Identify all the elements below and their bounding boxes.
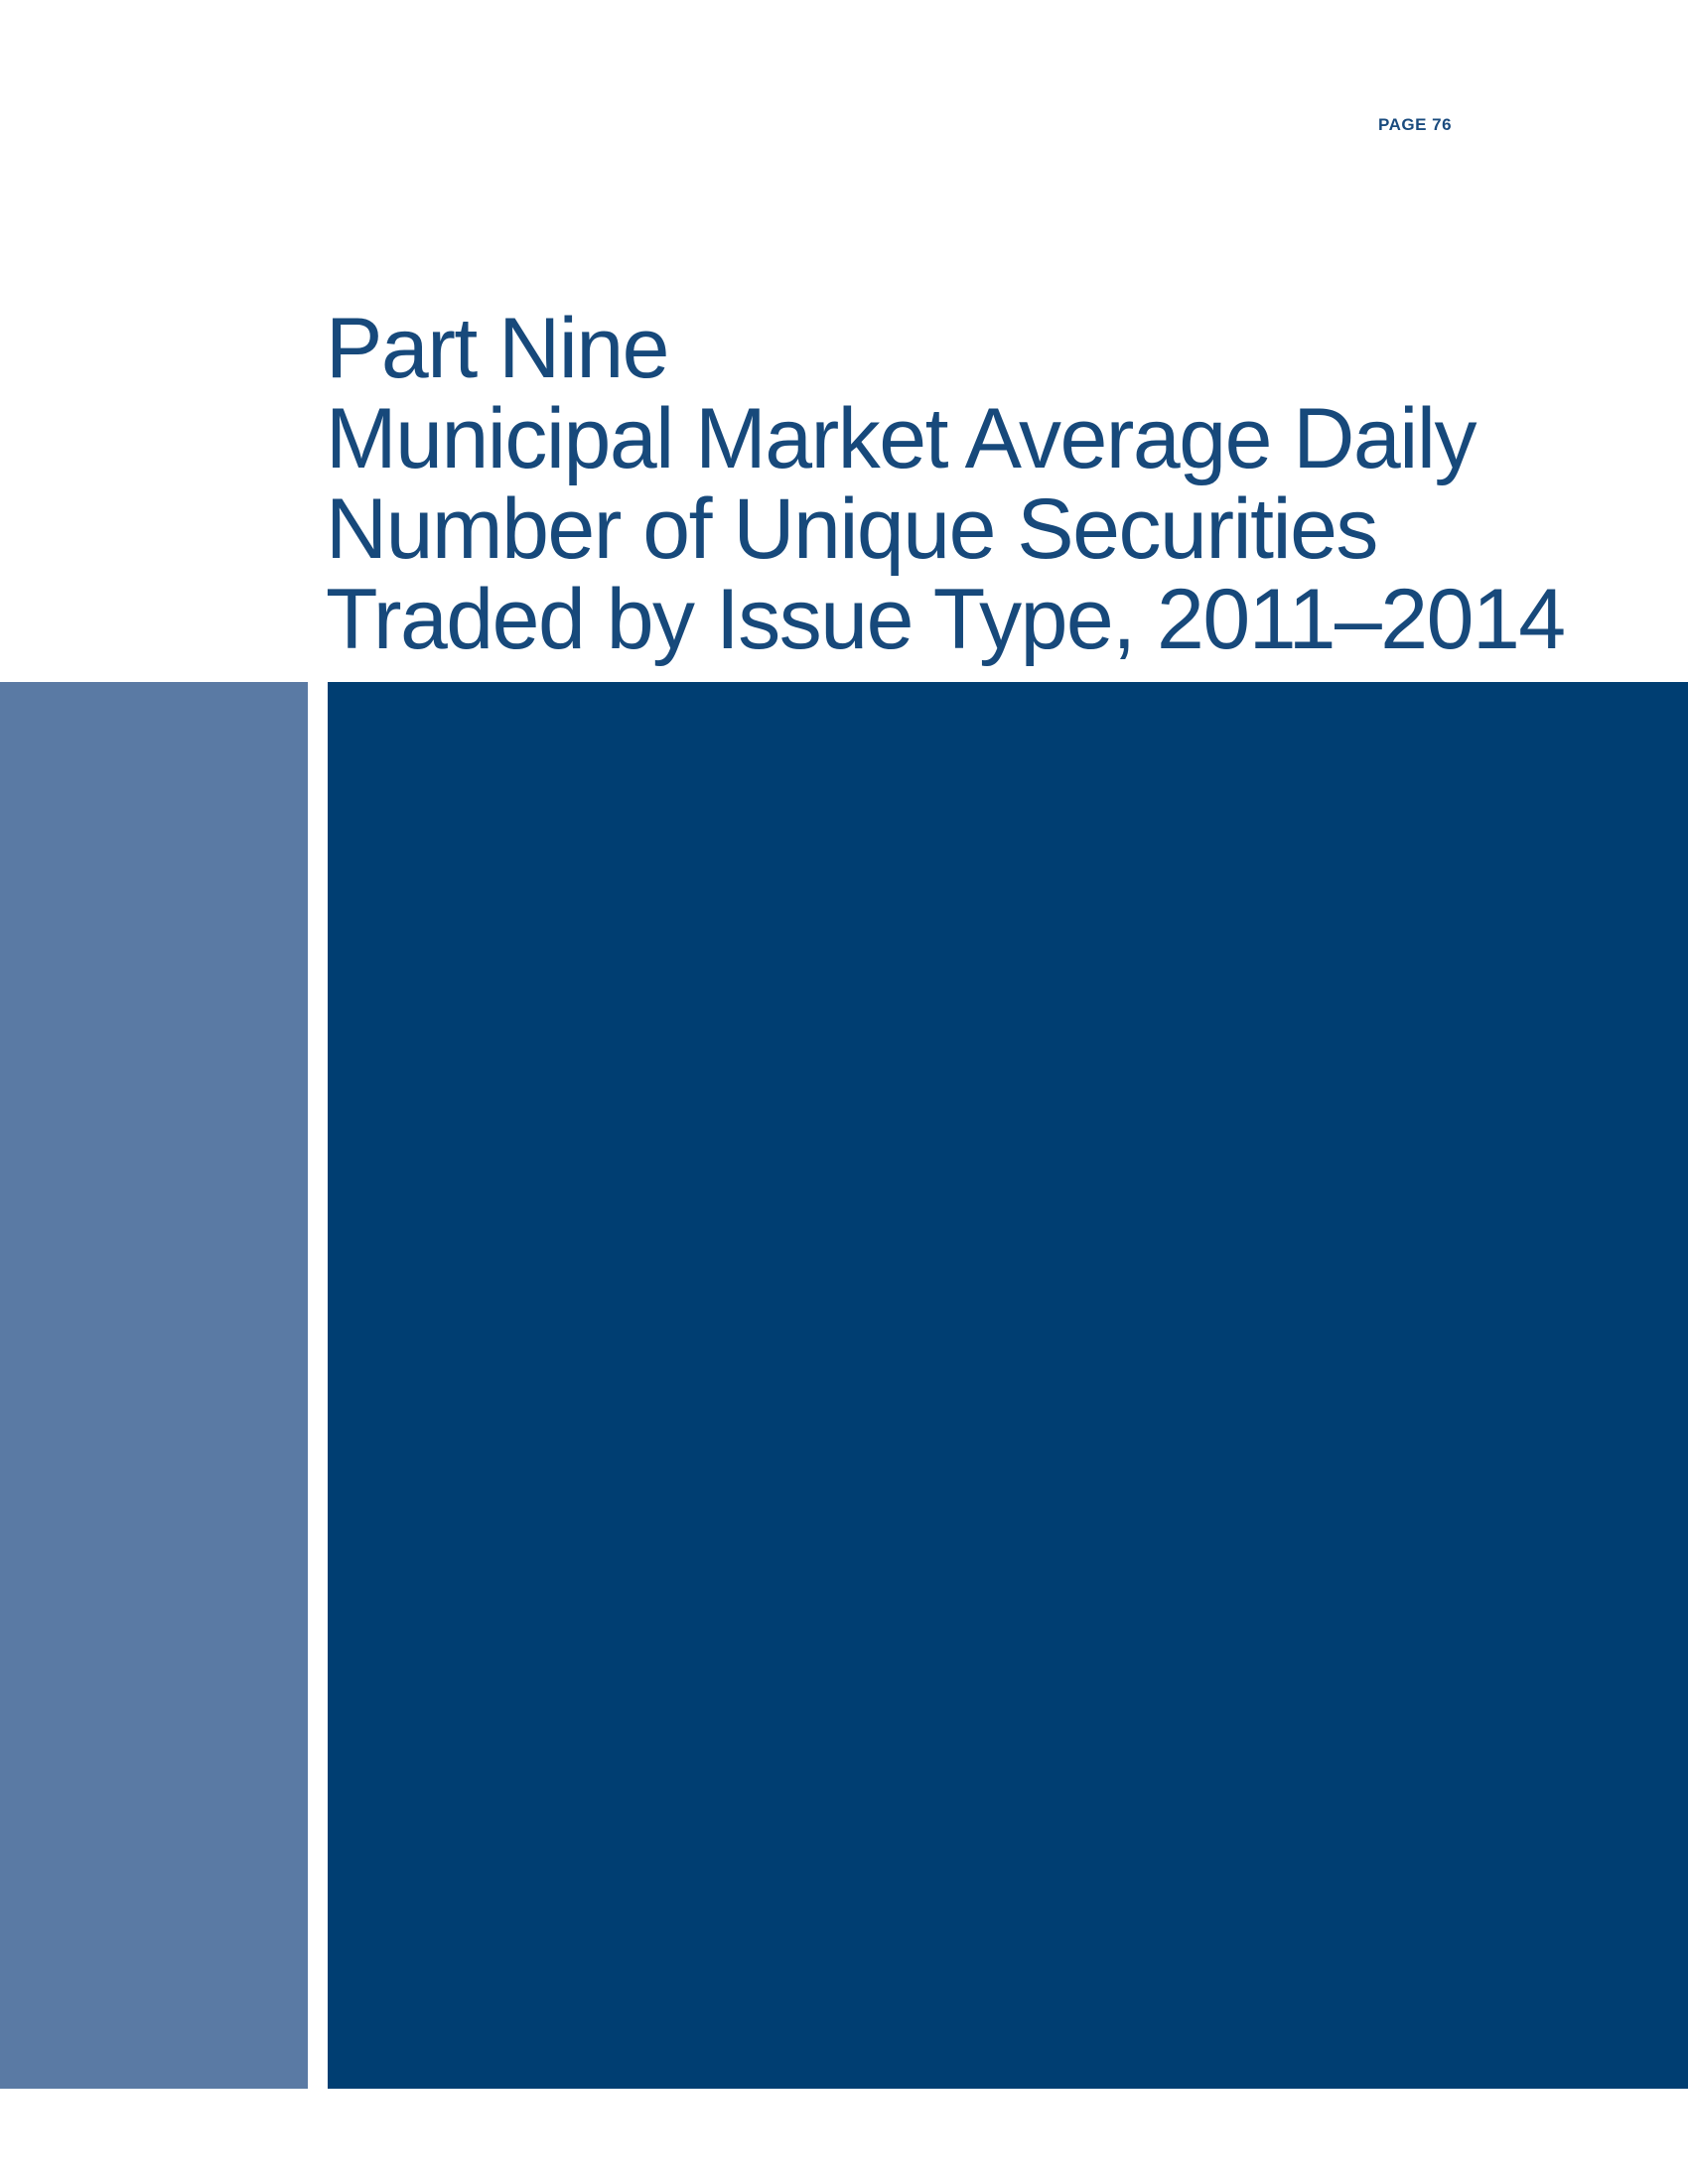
- title-line-1: Part Nine: [326, 301, 670, 396]
- title-line-3: Number of Unique Securities: [326, 481, 1378, 577]
- title-line-2: Municipal Market Average Daily: [326, 391, 1477, 486]
- sidebar-accent-bar: [0, 682, 308, 2089]
- page-title: Part Nine Municipal Market Average Daily…: [326, 304, 1636, 665]
- page-number: PAGE 76: [1378, 115, 1453, 134]
- content-panel: [328, 682, 1688, 2089]
- title-line-4: Traded by Issue Type, 2011–2014: [326, 572, 1566, 667]
